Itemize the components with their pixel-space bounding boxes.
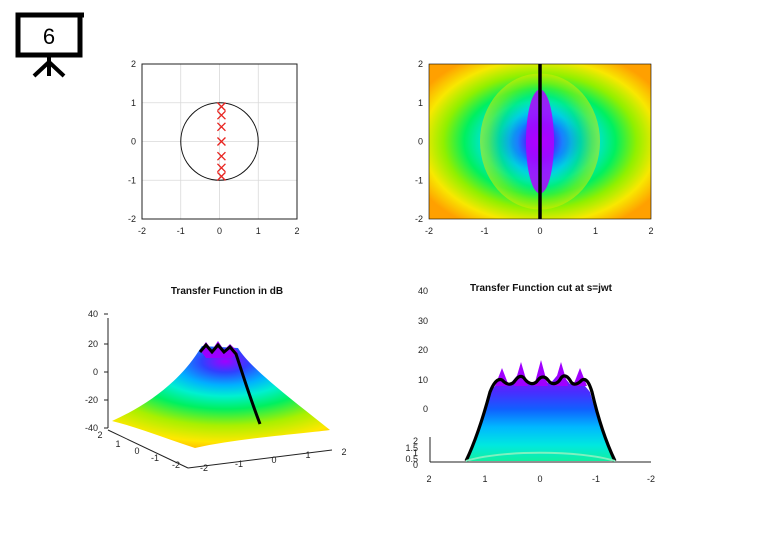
x-tick-label: -2 [200,463,208,473]
cut-base-edge [465,451,616,462]
z-tick-label: -20 [85,395,98,405]
y-tick-label: -2 [415,214,423,224]
x-tick-label: 2 [341,447,346,457]
cut-peak [573,368,587,386]
presentation-board-icon [15,12,84,78]
y-tick-label: 1.5 [405,443,418,453]
surface-peaks [200,341,238,358]
x-tick-label: -1 [592,474,600,484]
y-tick-label: -1 [415,175,423,185]
y-tick-label: 2 [97,430,102,440]
x-tick-label: 0 [537,226,542,236]
magnitude-heatmap: -2 -1 0 1 2 -2 -1 0 1 2 [415,59,654,236]
x-tick-label: 2 [294,226,299,236]
x-tick-label: 0 [217,226,222,236]
zero-marker-stroke [216,102,226,112]
transfer-cut-plot: Transfer Function cut at s=jwt 403020100… [405,283,655,484]
zero-marker [216,137,226,146]
slide-number: 6 [42,24,56,49]
cut-title: Transfer Function cut at s=jwt [470,283,613,294]
z-tick-label: 40 [418,286,428,296]
x-tick-label: 1 [305,450,310,460]
y-tick-label: 2 [131,59,136,69]
unit-circle [180,102,259,181]
z-tick-label: 30 [418,316,428,326]
y-tick-label: 0 [413,460,418,470]
y-tick-label: 1 [418,98,423,108]
x-tick-label: -2 [647,474,655,484]
x-tick-label: 0 [537,474,542,484]
surface-title: Transfer Function in dB [171,286,283,297]
zero-marker [216,163,226,173]
z-tick-label: 0 [93,367,98,377]
z-tick-label: 0 [423,404,428,414]
z-tick-label: 20 [88,339,98,349]
plot-frame [141,63,298,220]
x-axis [187,449,333,469]
cut-curve [464,374,617,462]
zero-marker [216,102,226,112]
surface-mesh [112,346,330,448]
x-tick-label: -1 [177,226,185,236]
zero-marker [216,110,226,120]
y-tick-label: 0.5 [405,454,418,464]
zero-marker-stroke [216,122,226,132]
y-tick-label: -2 [128,214,136,224]
z-tick-label: 10 [418,375,428,385]
cut-curve [198,342,262,425]
cut-body [466,372,615,461]
zero-marker-stroke [216,137,226,146]
y-tick-label: 0 [418,137,423,147]
zero-marker [216,122,226,132]
zero-marker [216,171,226,181]
x-tick-label: 2 [648,226,653,236]
x-tick-label: -2 [425,226,433,236]
y-axis [107,429,189,469]
x-tick-label: -1 [235,459,243,469]
y-tick-label: -2 [172,460,180,470]
x-tick-label: 2 [426,474,431,484]
y-tick-label: 1 [131,98,136,108]
zero-marker-stroke [216,110,226,120]
x-tick-label: -1 [480,226,488,236]
y-tick-label: 1 [413,448,418,458]
x-tick-label: 1 [593,226,598,236]
x-tick-label: -2 [138,226,146,236]
y-tick-label: 0 [131,137,136,147]
x-tick-label: 1 [482,474,487,484]
x-tick-label: 0 [271,455,276,465]
z-tick-label: 40 [88,309,98,319]
zero-marker-stroke [216,151,226,161]
zero-marker-stroke [216,171,226,181]
pole-zero-plot: -2 -1 0 1 2 -2 -1 0 1 2 [128,59,300,236]
y-tick-label: 2 [418,59,423,69]
y-tick-label: -1 [128,175,136,185]
cut-peak [554,362,568,386]
y-tick-label: 1 [115,439,120,449]
y-tick-label: 2 [413,436,418,446]
y-tick-label: -1 [151,453,159,463]
slide-number-badge: 6 [0,0,100,90]
y-tick-label: 0 [134,446,139,456]
z-tick-label: -40 [85,423,98,433]
zero-marker-stroke [216,163,226,173]
zero-marker [216,151,226,161]
x-tick-label: 1 [256,226,261,236]
z-tick-label: 20 [418,345,428,355]
transfer-surface-plot: Transfer Function in dB 40200-20-40210-1… [85,286,347,473]
